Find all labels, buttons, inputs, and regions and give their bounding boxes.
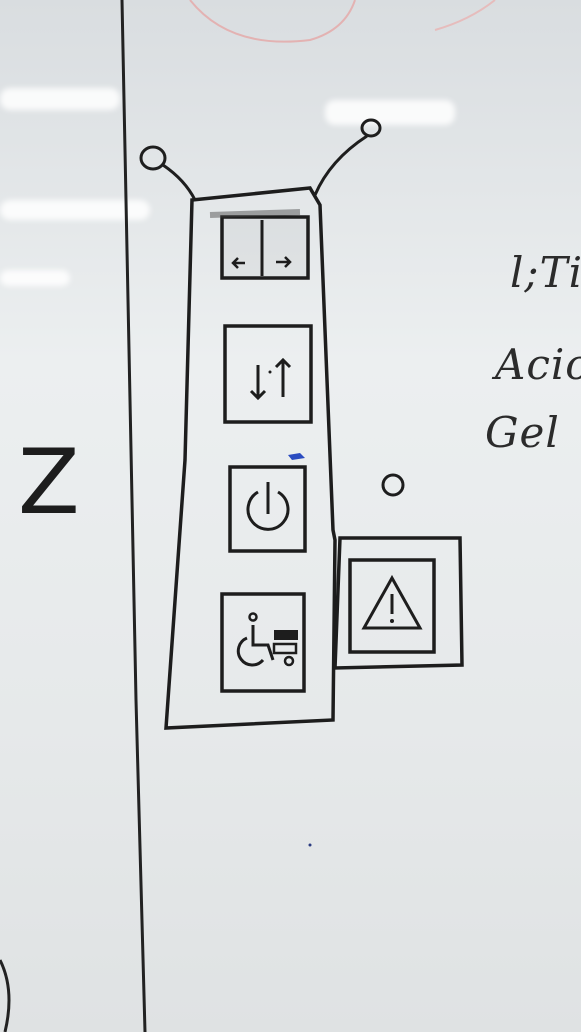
control-panel-outline [164, 186, 337, 730]
wheelchair-icon[interactable] [220, 592, 306, 693]
light-glare [0, 200, 150, 220]
left-letter: Z [18, 430, 81, 535]
antenna-right [313, 118, 382, 196]
side-box-outline [333, 536, 464, 670]
light-glare [325, 100, 455, 125]
power-icon[interactable] [228, 465, 307, 553]
light-glare [0, 270, 70, 286]
antenna-left [139, 145, 197, 201]
up-down-arrows-icon[interactable] [223, 324, 313, 424]
left-right-arrows-icon[interactable] [209, 209, 310, 280]
right-note-line-1: l;Ti [510, 248, 581, 297]
warning-triangle-icon[interactable] [348, 558, 436, 654]
right-note-line-3: Gel [485, 408, 560, 457]
light-glare [0, 88, 120, 110]
indicator-led-icon [381, 473, 405, 497]
right-note-line-2: Acio [495, 340, 581, 389]
